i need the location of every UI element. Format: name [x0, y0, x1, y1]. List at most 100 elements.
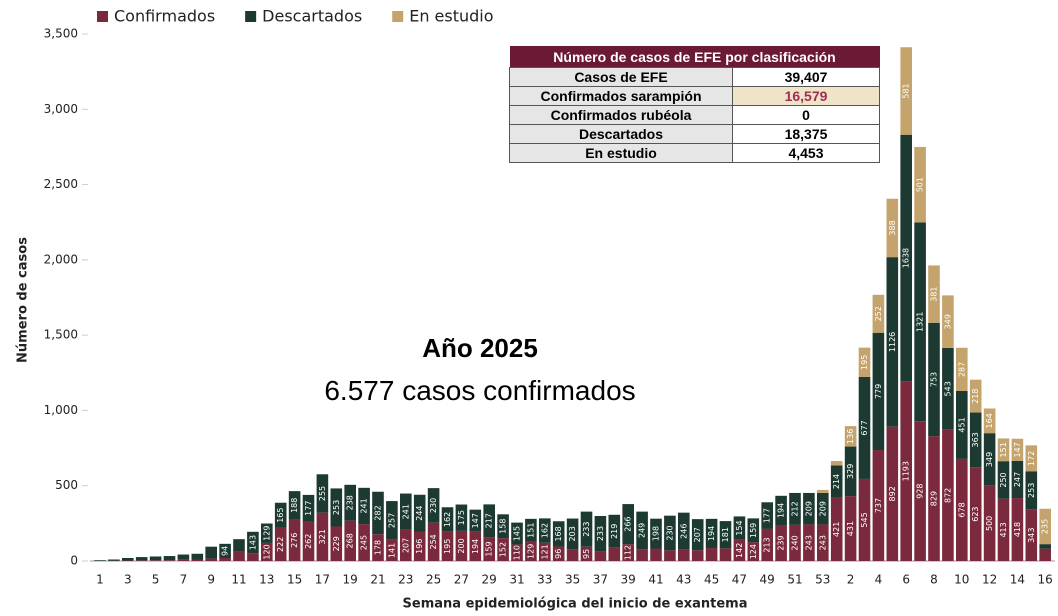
bar-segment — [330, 488, 343, 527]
bar-segment — [872, 450, 885, 561]
value-label: 543 — [943, 381, 952, 396]
bar-segment — [247, 531, 259, 554]
value-label: 219 — [610, 524, 619, 539]
value-label: 164 — [985, 413, 994, 428]
bar-segment — [330, 526, 343, 561]
bar-segment — [469, 531, 482, 561]
value-label: 247 — [1013, 472, 1022, 487]
table-row: Confirmados sarampión 16,579 — [509, 86, 880, 106]
x-tick-label: 49 — [760, 573, 775, 587]
value-label: 121 — [540, 544, 549, 559]
bar-segment — [622, 504, 634, 545]
bar-segment — [983, 433, 996, 486]
x-tick-label: 19 — [343, 573, 358, 587]
bar-segment — [817, 492, 829, 525]
bar-segment — [969, 412, 982, 468]
value-label: 158 — [499, 519, 508, 534]
bar-segment — [705, 518, 718, 549]
value-label: 329 — [846, 464, 855, 479]
table-cell: En estudio — [509, 143, 733, 163]
bar-segment — [580, 546, 593, 561]
x-tick-label: 33 — [537, 573, 552, 587]
value-label: 545 — [860, 512, 869, 527]
value-label: 413 — [999, 522, 1008, 537]
table-row: En estudio 4,453 — [509, 143, 880, 163]
x-tick-label: 2 — [847, 573, 855, 587]
value-label: 262 — [304, 534, 313, 549]
bar-segment — [455, 530, 468, 561]
value-label: 233 — [582, 522, 591, 537]
table-row: Casos de EFE 39,407 — [509, 67, 880, 87]
value-label: 753 — [930, 372, 939, 387]
x-tick-label: 9 — [207, 573, 215, 587]
x-tick-label: 5 — [152, 573, 160, 587]
table-cell: Confirmados sarampión — [509, 86, 733, 106]
bar-segment — [483, 537, 495, 561]
bar-segment — [691, 550, 704, 561]
x-tick-label: 37 — [593, 573, 608, 587]
value-label: 1193 — [902, 461, 911, 481]
value-label: 217 — [485, 513, 494, 528]
y-tick-label: 2,500 — [44, 177, 78, 191]
bar-segment — [483, 504, 495, 538]
x-tick-label: 8 — [930, 573, 938, 587]
value-label: 196 — [415, 539, 424, 554]
bar-segment — [191, 559, 204, 561]
value-label: 243 — [804, 535, 813, 550]
table-cell: Casos de EFE — [509, 67, 733, 87]
value-label: 388 — [888, 220, 897, 235]
bar-segment — [914, 421, 926, 561]
bar-segment — [233, 539, 245, 552]
bar-segment — [872, 294, 885, 333]
bar-segment — [539, 518, 551, 543]
bar-segment — [108, 559, 120, 561]
bar-segment — [525, 518, 537, 542]
legend-swatch — [97, 11, 108, 22]
bar-segment — [247, 553, 259, 561]
bar-segment — [1039, 548, 1051, 561]
value-label: 779 — [874, 384, 883, 399]
value-label: 230 — [665, 525, 674, 540]
bar-segment — [872, 332, 885, 451]
x-tick-label: 27 — [454, 573, 469, 587]
bar-segment — [678, 512, 690, 550]
bar-segment — [288, 491, 301, 520]
bar-segment — [163, 556, 176, 561]
bar-segment — [983, 485, 996, 561]
bar-segment — [302, 521, 315, 561]
bar-segment — [914, 222, 926, 422]
value-label: 239 — [777, 535, 786, 550]
value-label: 229 — [332, 536, 341, 551]
bar-segment — [914, 146, 926, 223]
table-cell: 4,453 — [732, 143, 880, 163]
value-label: 1126 — [888, 332, 897, 352]
value-label: 159 — [485, 541, 494, 556]
x-tick-label: 25 — [426, 573, 441, 587]
value-label: 241 — [360, 498, 369, 513]
bar-segment — [664, 550, 676, 561]
value-label: 233 — [596, 526, 605, 541]
bar-segment — [650, 548, 662, 561]
value-label: 266 — [624, 516, 633, 531]
value-label: 129 — [526, 544, 535, 559]
bar-segment — [844, 496, 857, 561]
bar-segment — [817, 524, 829, 561]
x-tick-label: 35 — [565, 573, 580, 587]
x-tick-label: 47 — [732, 573, 747, 587]
bar-segment — [969, 379, 982, 413]
bar-segment — [956, 458, 968, 561]
value-label: 154 — [735, 520, 744, 535]
x-tick-label: 11 — [231, 573, 246, 587]
bar-segment — [191, 553, 204, 560]
y-tick-label: 1,000 — [44, 403, 78, 417]
x-tick-label: 14 — [1010, 573, 1025, 587]
value-label: 207 — [401, 538, 410, 553]
x-tick-label: 23 — [398, 573, 413, 587]
value-label: 177 — [304, 501, 313, 516]
bar-segment — [149, 560, 162, 561]
bar-segment — [942, 347, 954, 430]
y-tick-label: 3,000 — [44, 102, 78, 116]
value-label: 194 — [471, 539, 480, 554]
bar-segment — [830, 497, 843, 561]
bar-segment — [650, 518, 662, 549]
